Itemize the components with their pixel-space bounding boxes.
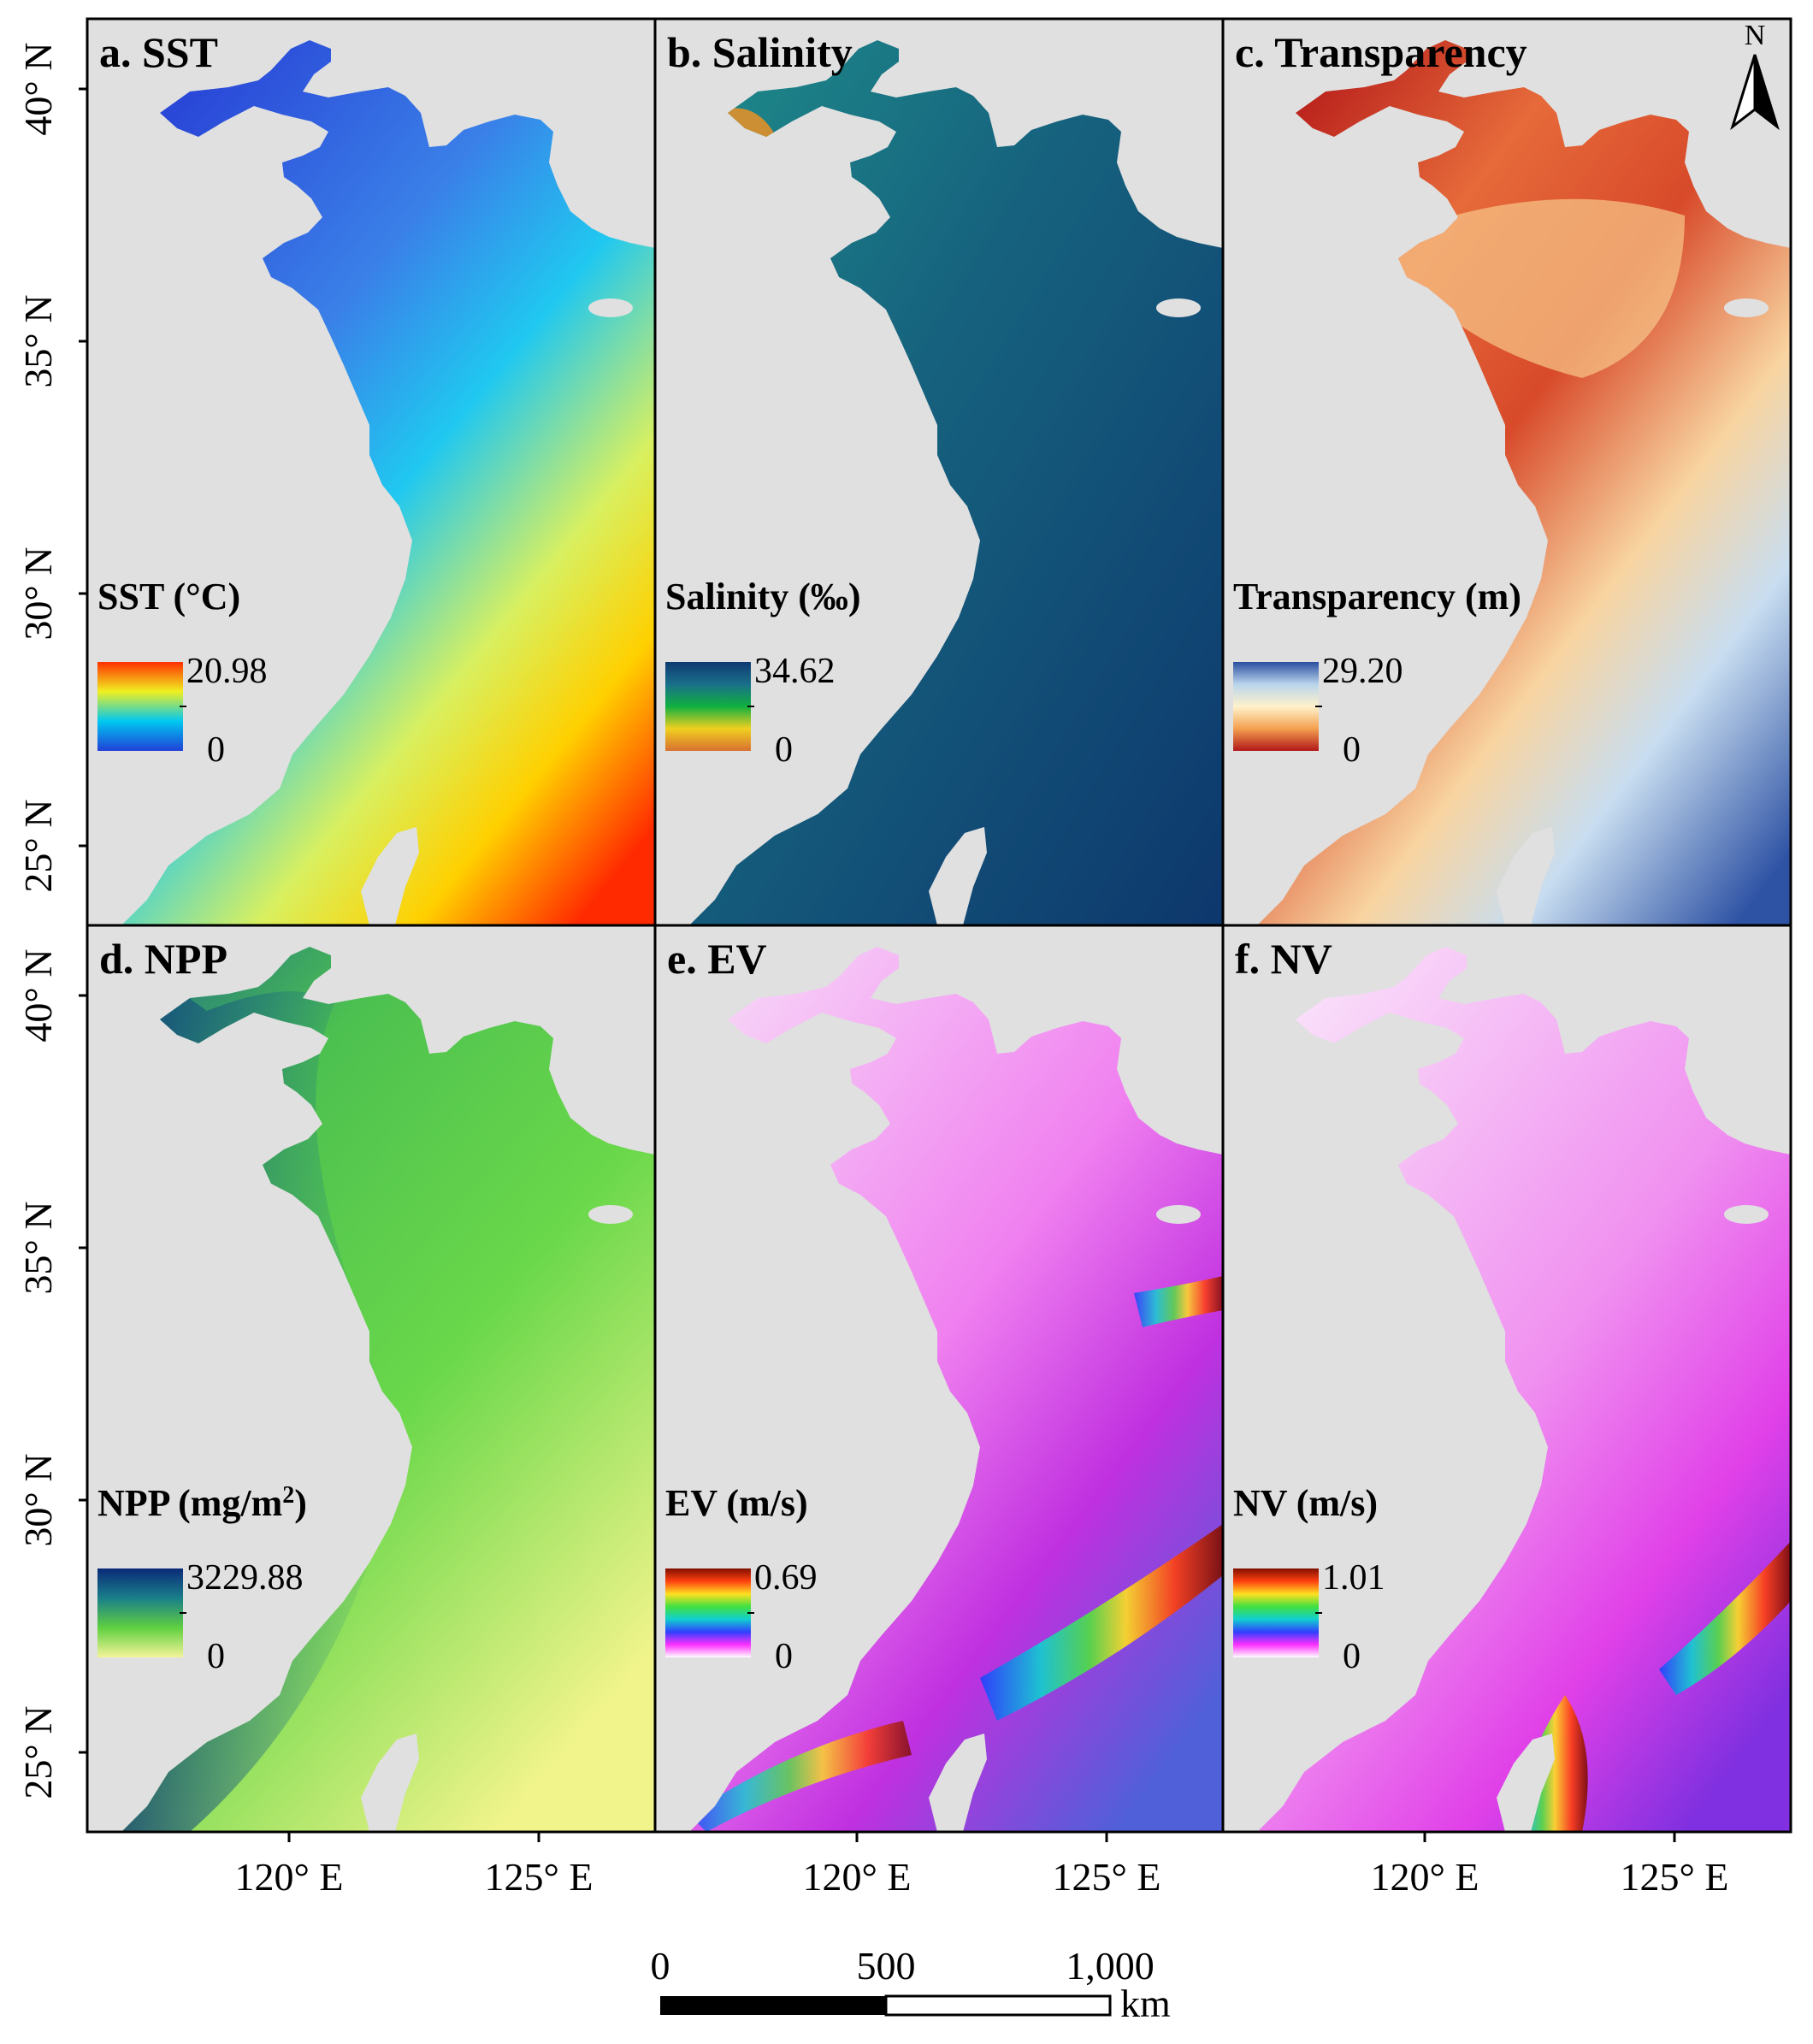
legend-title: Salinity (‰) bbox=[665, 576, 861, 617]
jeju-island bbox=[588, 298, 633, 317]
panel-title: f. NV bbox=[1235, 935, 1332, 983]
lat-label: 35° N bbox=[16, 1201, 60, 1294]
scale-bar: 0 500 1,000 km bbox=[651, 1944, 1172, 2025]
lat-label: 40° N bbox=[16, 42, 60, 135]
panel-d: d. NPP NPP (mg/m2) 3229.88 0 bbox=[86, 924, 657, 1834]
lon-label: 125° E bbox=[1053, 1855, 1161, 1899]
jeju-island bbox=[1156, 298, 1201, 317]
legend-max-value: 34.62 bbox=[754, 652, 836, 691]
raster-features bbox=[689, 1276, 1223, 1832]
scale-tick-0: 0 bbox=[651, 1944, 670, 1988]
legend-min-value: 0 bbox=[207, 1637, 225, 1676]
legend-min-value: 0 bbox=[207, 730, 225, 770]
legend-max-value: 3229.88 bbox=[186, 1558, 304, 1598]
lon-label: 125° E bbox=[1621, 1855, 1729, 1899]
panel-e: e. EV EV (m/s) 0.69 0 bbox=[653, 924, 1225, 1834]
panel-b: b. Salinity Salinity (‰) 34.62 0 bbox=[653, 17, 1225, 927]
legend-max-value: 0.69 bbox=[754, 1558, 818, 1598]
scale-unit: km bbox=[1120, 1982, 1171, 2025]
jeju-island bbox=[1724, 298, 1769, 317]
legend-color-ramp bbox=[1233, 1568, 1319, 1657]
legend-title: EV (m/s) bbox=[665, 1482, 808, 1524]
legend-color-ramp bbox=[1233, 662, 1319, 751]
scale-segment-black bbox=[660, 1996, 886, 2015]
lat-label: 30° N bbox=[16, 1453, 60, 1546]
legend-min-value: 0 bbox=[775, 730, 793, 770]
scale-segment-white bbox=[884, 1994, 1112, 2017]
legend-min-value: 0 bbox=[1343, 1637, 1361, 1676]
panel-title: c. Transparency bbox=[1235, 28, 1527, 76]
lon-label: 120° E bbox=[803, 1855, 912, 1899]
lat-label: 40° N bbox=[16, 948, 60, 1042]
legend-max-value: 20.98 bbox=[186, 652, 268, 691]
scale-tick-500: 500 bbox=[857, 1944, 916, 1988]
jeju-island bbox=[588, 1205, 633, 1224]
legend-title: Transparency (m) bbox=[1233, 576, 1521, 617]
lat-label: 30° N bbox=[16, 546, 60, 640]
legend-title: NV (m/s) bbox=[1233, 1482, 1378, 1524]
lat-label: 25° N bbox=[16, 799, 60, 892]
panel-c: c. Transparency Transparency (m) 29.20 0 bbox=[1221, 17, 1792, 927]
legend-min-value: 0 bbox=[1343, 730, 1361, 770]
jeju-island bbox=[1156, 1205, 1201, 1224]
legend-color-ramp bbox=[97, 1568, 183, 1657]
panel-title: b. Salinity bbox=[667, 28, 853, 76]
north-arrow-icon: N bbox=[1730, 20, 1780, 131]
panel-title: e. EV bbox=[667, 935, 767, 983]
north-arrow-label: N bbox=[1745, 20, 1766, 51]
scale-tick-1000: 1,000 bbox=[1066, 1944, 1155, 1988]
legend-max-value: 29.20 bbox=[1322, 652, 1403, 691]
panel-title: d. NPP bbox=[99, 935, 227, 983]
lon-label: 120° E bbox=[235, 1855, 344, 1899]
lon-label: 120° E bbox=[1371, 1855, 1479, 1899]
jeju-island bbox=[1724, 1205, 1769, 1224]
legend-max-value: 1.01 bbox=[1322, 1558, 1385, 1598]
lat-label: 25° N bbox=[16, 1705, 60, 1799]
panel-f: f. NV NV (m/s) 1.01 0 bbox=[1221, 924, 1792, 1834]
panel-frame bbox=[1221, 924, 1792, 1834]
lon-label: 125° E bbox=[485, 1855, 594, 1899]
legend-color-ramp bbox=[97, 662, 183, 751]
panel-title: a. SST bbox=[99, 28, 218, 76]
legend-color-ramp bbox=[665, 1568, 751, 1657]
legend-min-value: 0 bbox=[775, 1637, 793, 1676]
legend-title: SST (°C) bbox=[97, 576, 240, 617]
legend-color-ramp bbox=[665, 662, 751, 751]
raster-features bbox=[1377, 198, 1685, 378]
legend-title: NPP (mg/m2) bbox=[97, 1482, 307, 1525]
lat-label: 35° N bbox=[16, 294, 60, 387]
panel-a: a. SST SST (°C) 20.98 0 bbox=[86, 17, 657, 927]
